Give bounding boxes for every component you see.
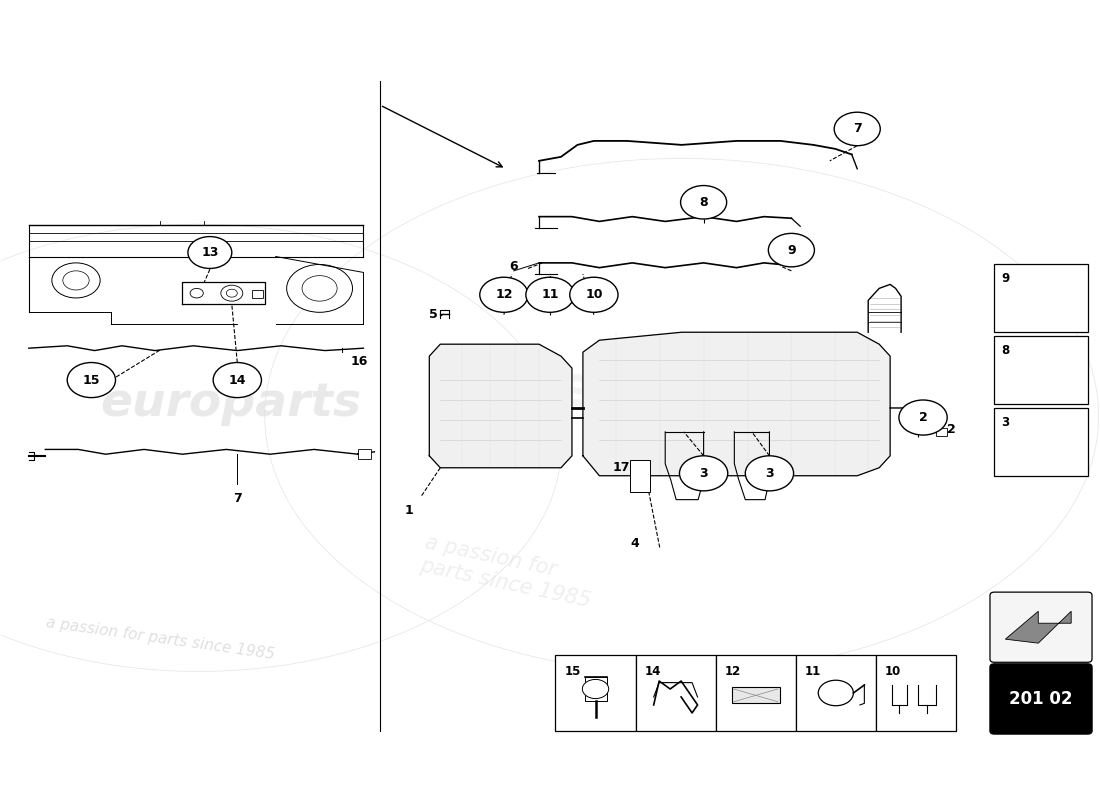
Circle shape xyxy=(680,456,728,491)
Text: a passion for parts since 1985: a passion for parts since 1985 xyxy=(45,615,276,662)
Circle shape xyxy=(681,186,727,219)
Circle shape xyxy=(768,234,814,267)
Text: 11: 11 xyxy=(804,665,821,678)
Circle shape xyxy=(899,400,947,435)
FancyBboxPatch shape xyxy=(876,655,956,731)
Text: 13: 13 xyxy=(201,246,219,259)
Text: 11: 11 xyxy=(541,288,559,302)
Text: 1: 1 xyxy=(404,503,412,517)
Text: 12: 12 xyxy=(495,288,513,302)
FancyBboxPatch shape xyxy=(990,664,1092,734)
Text: europarts: europarts xyxy=(550,359,861,476)
Text: 10: 10 xyxy=(585,288,603,302)
Polygon shape xyxy=(583,332,890,476)
Text: 3: 3 xyxy=(700,467,708,480)
Circle shape xyxy=(746,456,793,491)
FancyBboxPatch shape xyxy=(990,592,1092,662)
FancyBboxPatch shape xyxy=(636,655,716,731)
Text: 8: 8 xyxy=(700,196,708,209)
FancyBboxPatch shape xyxy=(994,265,1088,332)
Text: a passion for
parts since 1985: a passion for parts since 1985 xyxy=(418,533,597,611)
Circle shape xyxy=(570,278,618,312)
Circle shape xyxy=(480,278,528,312)
Circle shape xyxy=(63,271,89,290)
Circle shape xyxy=(213,362,262,398)
Text: 3: 3 xyxy=(766,467,773,480)
Text: 14: 14 xyxy=(645,665,661,678)
Text: 2: 2 xyxy=(947,423,956,436)
Text: 7: 7 xyxy=(852,122,861,135)
Text: 15: 15 xyxy=(564,665,581,678)
Text: 3: 3 xyxy=(1001,416,1009,429)
Circle shape xyxy=(52,263,100,298)
Circle shape xyxy=(818,680,854,706)
Text: 8: 8 xyxy=(1001,344,1009,357)
Text: 4: 4 xyxy=(630,537,639,550)
Text: europarts: europarts xyxy=(100,381,361,426)
Circle shape xyxy=(190,288,204,298)
Circle shape xyxy=(221,286,243,301)
Circle shape xyxy=(582,679,608,698)
Text: 7: 7 xyxy=(233,492,242,505)
FancyBboxPatch shape xyxy=(252,290,263,298)
Text: 12: 12 xyxy=(725,665,740,678)
Text: 10: 10 xyxy=(884,665,901,678)
Text: 9: 9 xyxy=(788,244,795,257)
FancyBboxPatch shape xyxy=(630,460,650,492)
FancyBboxPatch shape xyxy=(936,428,947,436)
FancyBboxPatch shape xyxy=(556,655,636,731)
Circle shape xyxy=(302,276,337,301)
FancyBboxPatch shape xyxy=(716,655,795,731)
Text: 201 02: 201 02 xyxy=(1010,690,1072,708)
FancyBboxPatch shape xyxy=(358,450,371,459)
Text: 14: 14 xyxy=(229,374,246,386)
FancyBboxPatch shape xyxy=(994,408,1088,476)
Text: 17: 17 xyxy=(613,462,630,474)
FancyBboxPatch shape xyxy=(795,655,876,731)
Text: 15: 15 xyxy=(82,374,100,386)
Text: 9: 9 xyxy=(1001,273,1009,286)
Polygon shape xyxy=(429,344,572,468)
Text: 5: 5 xyxy=(429,308,438,321)
Text: 16: 16 xyxy=(350,355,367,368)
FancyBboxPatch shape xyxy=(732,687,780,703)
Text: 6: 6 xyxy=(509,259,518,273)
Text: 2: 2 xyxy=(918,411,927,424)
Polygon shape xyxy=(1005,611,1071,643)
Circle shape xyxy=(834,112,880,146)
Circle shape xyxy=(67,362,116,398)
Circle shape xyxy=(227,289,238,297)
Circle shape xyxy=(526,278,574,312)
FancyBboxPatch shape xyxy=(994,336,1088,404)
Circle shape xyxy=(287,265,352,312)
Circle shape xyxy=(188,237,232,269)
